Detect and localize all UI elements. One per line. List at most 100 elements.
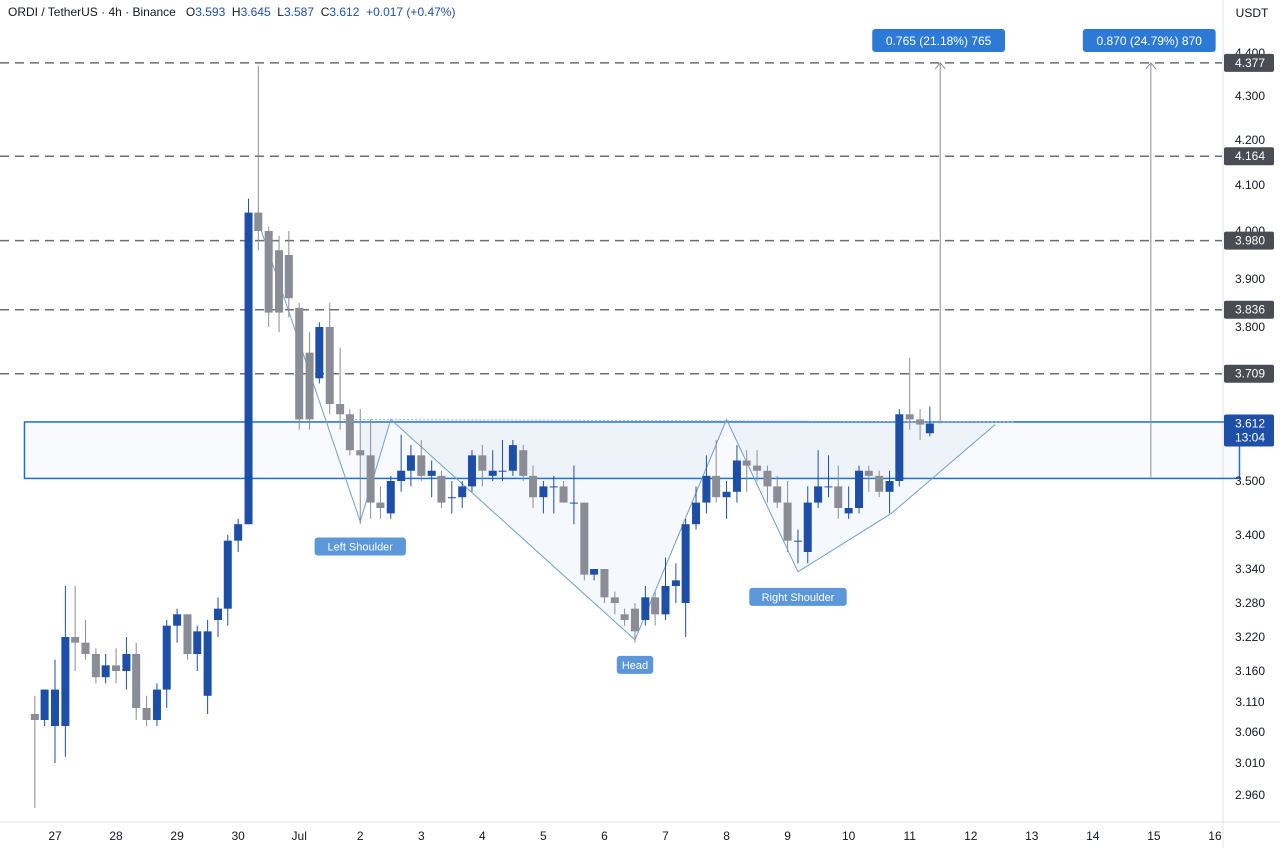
candle-body — [478, 455, 487, 471]
y-tick-label: 4.200 — [1235, 133, 1265, 147]
candle-body — [580, 502, 589, 575]
measure-arrow-head — [934, 62, 946, 70]
candle-body — [386, 481, 395, 514]
candle-body — [905, 414, 914, 420]
candle-body — [732, 460, 741, 492]
level-price-text: 3.709 — [1235, 367, 1265, 381]
x-tick-label: 12 — [964, 829, 978, 843]
candle-body — [325, 327, 334, 404]
candle-body — [590, 569, 599, 575]
pattern-label-bg — [314, 537, 406, 556]
candle-body — [498, 470, 507, 472]
candle-body — [336, 404, 345, 415]
candle-body — [763, 470, 772, 487]
candle-body — [864, 470, 873, 476]
candle-body — [244, 212, 253, 525]
x-tick-label: 29 — [170, 829, 184, 843]
candle-body — [305, 352, 314, 420]
y-tick-label: 3.800 — [1235, 320, 1265, 334]
level-price-text: 4.164 — [1235, 149, 1265, 163]
level-price-tag — [1224, 147, 1274, 166]
x-tick-label: 30 — [231, 829, 245, 843]
candle-body — [40, 689, 49, 720]
candle-body — [855, 470, 864, 508]
pattern-label: Right Shoulder — [762, 592, 835, 604]
symbol-label[interactable]: ORDI / TetherUS · 4h · Binance — [8, 5, 176, 19]
measure-label-bg — [1082, 29, 1216, 52]
y-tick-label: 4.100 — [1235, 178, 1265, 192]
measure-label: 0.765 (21.18%) 765 — [886, 34, 992, 48]
candle-body — [315, 327, 324, 379]
close-value: 3.612 — [329, 5, 360, 19]
x-tick-label: 3 — [418, 829, 425, 843]
open-value: 3.593 — [195, 5, 226, 19]
candle-body — [844, 508, 853, 514]
x-tick-label: 10 — [842, 829, 856, 843]
last-price-text: 3.612 — [1235, 417, 1265, 431]
high-value: 3.645 — [240, 5, 271, 19]
candle-body — [641, 597, 650, 620]
x-tick-label: 8 — [723, 829, 730, 843]
candle-body — [193, 631, 202, 654]
candle-body — [356, 450, 365, 456]
close-label: C — [320, 5, 330, 19]
candle-body — [702, 475, 711, 503]
candle-body — [437, 475, 446, 503]
candle-body — [101, 665, 110, 678]
candle-body — [692, 502, 701, 525]
candle-body — [51, 689, 59, 726]
candle-body — [875, 475, 884, 492]
support-zone — [23, 421, 1241, 480]
y-tick-label: 3.220 — [1235, 630, 1265, 644]
low-value: 3.587 — [283, 5, 315, 19]
x-tick-label: 14 — [1086, 829, 1100, 843]
y-tick-label: 3.010 — [1235, 756, 1265, 770]
candle-body — [254, 212, 263, 231]
pattern-label-bg — [616, 655, 654, 674]
candle-body — [214, 608, 223, 620]
candle-body — [91, 654, 100, 678]
candle-body — [264, 231, 273, 313]
candle-body — [406, 455, 415, 471]
candle-body — [661, 586, 670, 615]
candle-body — [814, 486, 823, 503]
candle-body — [559, 486, 568, 503]
y-tick-label: 2.960 — [1235, 788, 1265, 802]
candle-body — [630, 608, 639, 632]
level-price-tag — [1224, 53, 1274, 72]
candle-body — [681, 524, 690, 603]
candle-body — [183, 614, 192, 654]
y-tick-label: 3.160 — [1235, 664, 1265, 678]
open-label: O — [185, 5, 196, 19]
x-tick-label: 6 — [601, 829, 608, 843]
candle-body — [549, 486, 558, 488]
candle-body — [467, 455, 476, 487]
x-tick-label: 5 — [540, 829, 547, 843]
candle-body — [234, 524, 243, 541]
bar-countdown-text: 13:04 — [1235, 431, 1265, 445]
chart-header: ORDI / TetherUS · 4h · Binance O3.593 H3… — [8, 5, 455, 19]
pattern-area — [360, 419, 996, 640]
y-tick-label: 3.500 — [1235, 474, 1265, 488]
y-tick-label: 3.060 — [1235, 725, 1265, 739]
candle-body — [600, 569, 609, 598]
candle-body — [712, 475, 721, 498]
x-tick-label: 16 — [1208, 829, 1222, 843]
y-tick-label: 4.300 — [1235, 89, 1265, 103]
candle-body — [722, 491, 731, 498]
candle-body — [458, 486, 467, 498]
y-tick-label: 3.280 — [1235, 596, 1265, 610]
candle-body — [824, 486, 833, 488]
measure-arrow-head — [1145, 62, 1157, 70]
candle-body — [142, 708, 151, 720]
currency-label[interactable]: USDT — [1235, 6, 1269, 20]
candle-body — [651, 597, 660, 615]
candle-body — [397, 470, 406, 481]
pattern-line — [257, 221, 996, 641]
level-price-tag — [1224, 300, 1274, 319]
candle-body — [203, 631, 212, 696]
pattern-label-bg — [749, 587, 847, 606]
candle-body — [488, 470, 497, 476]
